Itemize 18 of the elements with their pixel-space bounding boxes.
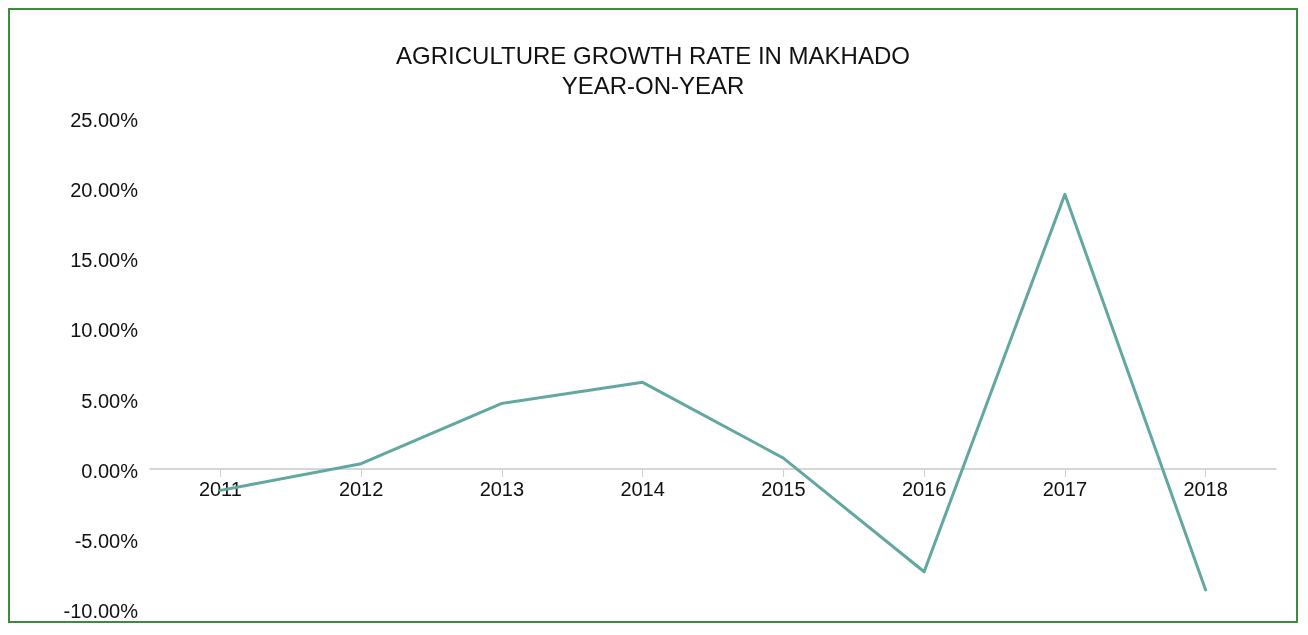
x-tick-label: 2014 [620,478,665,500]
x-tick-label: 2017 [1042,478,1088,500]
x-tick-label: 2016 [901,478,947,500]
x-tick-label: 2012 [338,478,384,500]
y-tick-label: 25.00% [70,109,139,131]
chart-title: AGRICULTURE GROWTH RATE IN MAKHADO [396,41,910,69]
x-tick-label: 2011 [198,478,242,500]
x-tick-label: 2018 [1183,478,1228,500]
x-tick-label: 2015 [761,478,806,500]
y-tick-label: 5.00% [81,389,139,412]
x-tick-label: 2013 [479,478,525,500]
y-tick-label: 0.00% [81,459,139,482]
y-tick-label: 15.00% [70,249,139,272]
y-tick-label: -10.00% [63,600,139,622]
y-tick-label: 10.00% [70,319,139,342]
chart-subtitle: YEAR-ON-YEAR [561,71,745,99]
y-tick-label: -5.00% [74,529,139,552]
y-tick-label: 20.00% [70,179,139,202]
